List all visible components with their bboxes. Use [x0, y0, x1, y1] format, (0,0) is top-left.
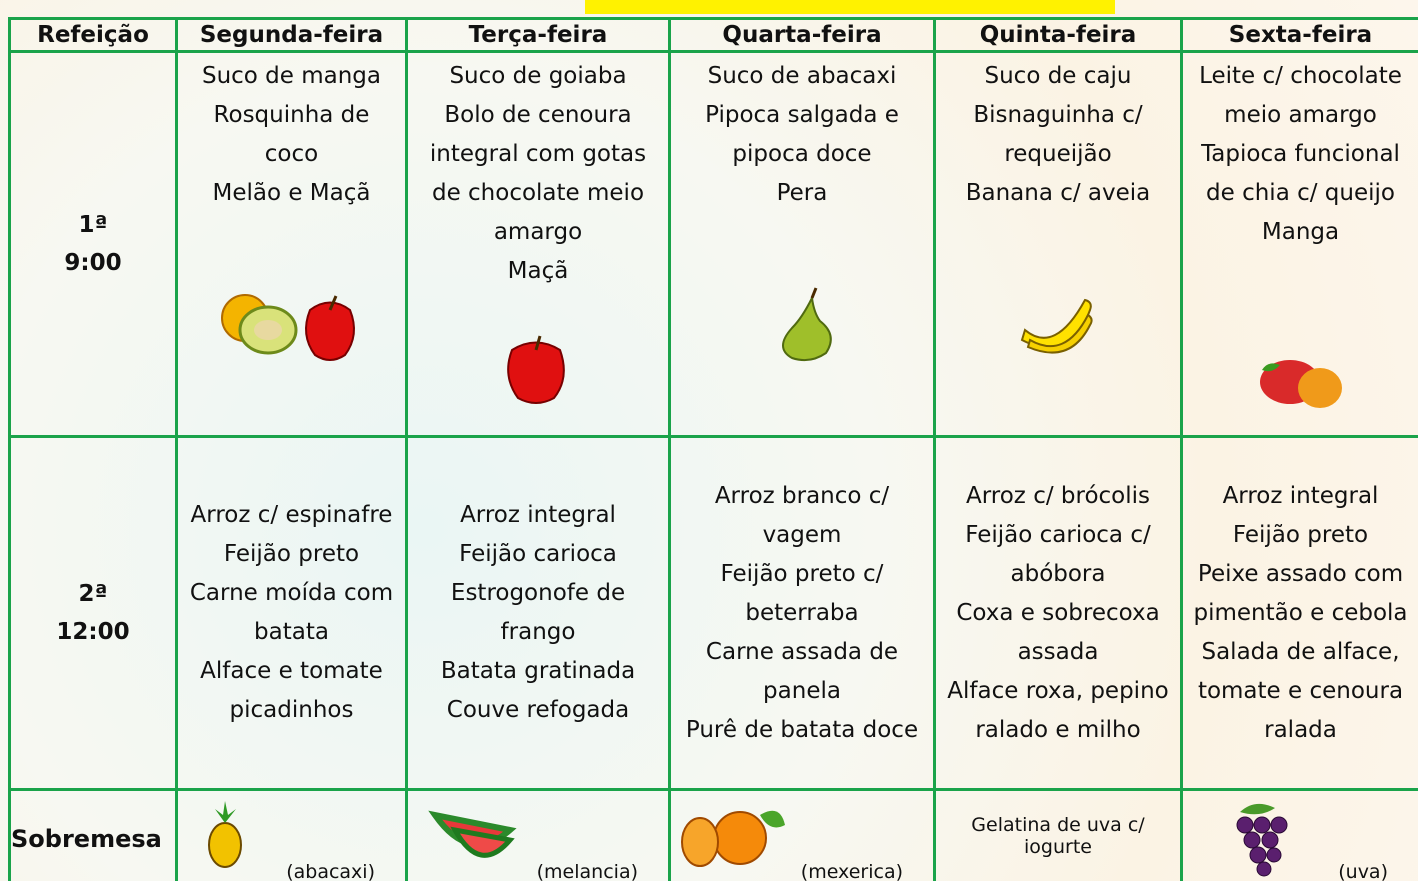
menu-item: Carne moída com batata [189, 580, 394, 645]
menu-item: Arroz c/ espinafre [190, 502, 393, 528]
menu-item: Manga [1261, 219, 1340, 245]
header-cell: Quinta-feira [933, 17, 1183, 53]
menu-cell: Arroz integral Feijão carioca Estrogonofe … [405, 435, 671, 791]
menu-item: Melão e Maçã [212, 180, 371, 206]
header-cell: Refeição [8, 17, 178, 53]
meal-label: 2ª [78, 581, 108, 607]
menu-cell: Suco de manga Rosquinha de coco Melão e Ma… [175, 50, 408, 438]
menu-item: Rosquinha de coco [213, 102, 370, 167]
menu-item: Leite c/ chocolate meio amargo [1199, 63, 1402, 128]
title-highlight [585, 0, 1115, 14]
menu-item: Tapioca funcional de chia c/ queijo [1201, 141, 1400, 206]
menu-item: Salada de alface, tomate e cenoura ralad… [1197, 638, 1404, 743]
header-cell: Segunda-feira [175, 17, 408, 53]
menu-item: Purê de batata doce [685, 716, 919, 743]
menu-item: Feijão preto c/ beterraba [720, 560, 884, 626]
meal-row: 2ª 12:00 Arroz c/ espinafre Feijão preto Car… [8, 435, 1418, 791]
header-cell: Sexta-feira [1180, 17, 1418, 53]
menu-item: Suco de goiaba [449, 63, 627, 89]
meal-cell: 1ª 9:00 [8, 50, 178, 438]
menu-item: Arroz c/ brócolis [966, 482, 1150, 509]
menu-item: Pera [776, 180, 828, 206]
menu-item: Arroz integral [1222, 482, 1379, 509]
menu-cell: Arroz branco c/ vagem Feijão preto c/ bet… [668, 435, 936, 791]
header-row: Refeição Segunda-feira Terça-feira Quarta-f… [8, 17, 1418, 53]
menu-item: Alface roxa, pepino ralado e milho [947, 677, 1169, 743]
menu-item: Carne assada de panela [705, 638, 899, 704]
menu-cell: Leite c/ chocolate meio amargo Tapioca fu… [1180, 50, 1418, 438]
dessert-cell: Gelatina de uva c/ iogurte [933, 788, 1183, 881]
menu-item: Estrogonofe de frango [450, 580, 626, 645]
menu-item: Suco de caju [984, 63, 1132, 89]
menu-item: Arroz integral [460, 502, 616, 528]
menu-item: Bisnaguinha c/ requeijão [973, 102, 1143, 167]
menu-cell: Arroz c/ brócolis Feijão carioca c/ abóbo… [933, 435, 1183, 791]
menu-table: Refeição Segunda-feira Terça-feira Quarta-f… [8, 17, 1418, 881]
menu-item: Feijão carioca [459, 541, 617, 567]
meal-label: 9:00 [64, 250, 122, 276]
meal-label: 1ª [78, 212, 108, 238]
menu-cell: Arroz c/ espinafre Feijão preto Carne moíd… [175, 435, 408, 791]
menu-item: Alface e tomate picadinhos [200, 658, 383, 723]
menu-item: Suco de abacaxi [707, 63, 897, 89]
header-cell: Terça-feira [405, 17, 671, 53]
dessert-label: Sobremesa [8, 788, 178, 881]
meal-label: 12:00 [56, 619, 130, 645]
meal-row: 1ª 9:00 Suco de manga Rosquinha de coco Melã… [8, 50, 1418, 438]
menu-item: Coxa e sobrecoxa assada [956, 599, 1160, 665]
menu-item: Bolo de cenoura integral com gotas de ch… [429, 102, 647, 245]
menu-item: Banana c/ aveia [965, 180, 1151, 206]
meal-cell: 2ª 12:00 [8, 435, 178, 791]
menu-cell: Suco de abacaxi Pipoca salgada e pipoca d… [668, 50, 936, 438]
menu-item: Pipoca salgada e pipoca doce [705, 102, 899, 167]
menu-item: Peixe assado com pimentão e cebola [1193, 560, 1408, 626]
header-cell: Quarta-feira [668, 17, 936, 53]
menu-item: Arroz branco c/ vagem [714, 482, 890, 548]
menu-cell: Arroz integral Feijão preto Peixe assado c… [1180, 435, 1418, 791]
menu-item: Batata gratinada [440, 658, 636, 684]
menu-item: Feijão carioca c/ abóbora [965, 521, 1151, 587]
dessert-row: Sobremesa (abacaxi) (melancia) (mexerica) Ge… [8, 788, 1418, 881]
menu-cell: Suco de caju Bisnaguinha c/ requeijão Bana… [933, 50, 1183, 438]
menu-item: Couve refogada [446, 697, 630, 723]
dessert-cell: (uva) [1180, 788, 1418, 881]
menu-item: Maçã [507, 258, 569, 284]
menu-item: Feijão preto [1232, 521, 1369, 548]
menu-item: Suco de manga [201, 63, 382, 89]
menu-item: Feijão preto [223, 541, 360, 567]
